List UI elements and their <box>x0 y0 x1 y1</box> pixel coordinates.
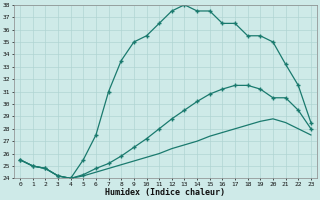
X-axis label: Humidex (Indice chaleur): Humidex (Indice chaleur) <box>106 188 226 197</box>
